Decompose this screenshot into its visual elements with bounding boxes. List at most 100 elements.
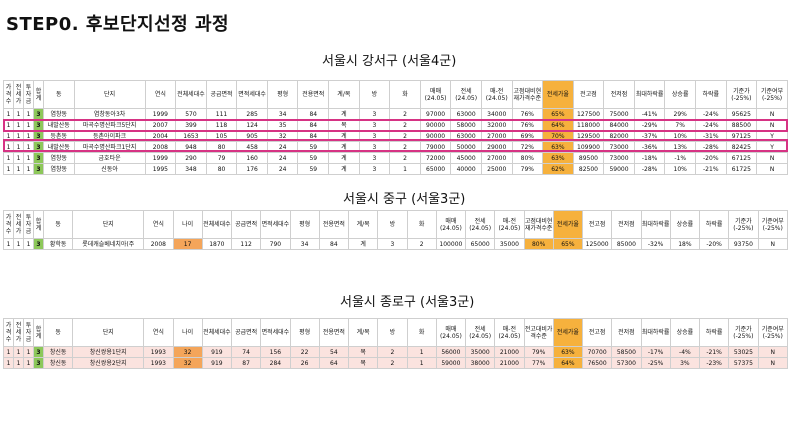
table-cell[interactable]: 285 bbox=[236, 108, 268, 120]
table-cell[interactable]: -28% bbox=[633, 163, 666, 175]
column-header[interactable]: 매-전(24.05) bbox=[494, 210, 525, 239]
column-header[interactable]: 전체세대수 bbox=[201, 318, 233, 347]
table-cell[interactable]: 76% bbox=[511, 108, 544, 120]
column-header[interactable]: 단지 bbox=[72, 318, 145, 347]
table-cell[interactable]: 58500 bbox=[611, 346, 642, 358]
table-cell[interactable]: 13% bbox=[664, 141, 696, 153]
table-cell[interactable]: 21000 bbox=[494, 346, 525, 358]
table-cell[interactable]: 1 bbox=[13, 108, 24, 120]
column-header[interactable]: 공급면적 bbox=[205, 80, 238, 109]
column-header[interactable]: 공급면적 bbox=[230, 318, 262, 347]
table-cell[interactable]: 88500 bbox=[725, 119, 758, 131]
table-cell[interactable]: 10% bbox=[664, 163, 696, 175]
table-cell[interactable]: 76500 bbox=[581, 357, 613, 369]
table-cell[interactable]: 76% bbox=[511, 119, 544, 131]
table-cell[interactable]: 32000 bbox=[480, 119, 513, 131]
table-cell[interactable]: 160 bbox=[236, 152, 268, 164]
table-cell[interactable]: 458 bbox=[236, 141, 268, 153]
table-cell[interactable]: 3 bbox=[33, 346, 44, 358]
table-cell[interactable]: 황학동 bbox=[42, 238, 74, 250]
column-header[interactable]: 하락률 bbox=[698, 318, 730, 347]
table-cell[interactable]: 2008 bbox=[143, 238, 174, 250]
table-cell[interactable]: 3 bbox=[358, 141, 391, 153]
table-cell[interactable]: 1 bbox=[23, 108, 34, 120]
table-cell[interactable]: 75000 bbox=[603, 108, 635, 120]
table-cell[interactable]: 84 bbox=[297, 119, 330, 131]
table-cell[interactable]: 1 bbox=[23, 152, 34, 164]
table-cell[interactable]: 95625 bbox=[725, 108, 758, 120]
table-cell[interactable]: -32% bbox=[640, 238, 671, 250]
table-cell[interactable]: 27000 bbox=[480, 130, 513, 142]
table-cell[interactable]: 69% bbox=[511, 130, 544, 142]
column-header[interactable]: 전세가율 bbox=[552, 318, 584, 347]
table-cell[interactable]: 64% bbox=[552, 357, 584, 369]
table-cell[interactable]: 26 bbox=[289, 357, 320, 369]
table-cell[interactable]: 1999 bbox=[144, 108, 177, 120]
table-cell[interactable]: 84000 bbox=[603, 119, 635, 131]
table-cell[interactable]: 1 bbox=[23, 163, 34, 175]
table-cell[interactable]: 59 bbox=[297, 152, 330, 164]
column-header[interactable]: 단지 bbox=[73, 80, 146, 109]
table-cell[interactable]: 3 bbox=[358, 163, 391, 175]
table-cell[interactable]: 65% bbox=[542, 108, 574, 120]
table-cell[interactable]: 2 bbox=[389, 141, 421, 153]
table-cell[interactable]: 1 bbox=[23, 141, 34, 153]
table-cell[interactable]: 2 bbox=[377, 357, 408, 369]
table-cell[interactable]: 계 bbox=[328, 152, 360, 164]
table-cell[interactable]: 계 bbox=[328, 108, 360, 120]
table-cell[interactable]: 89500 bbox=[572, 152, 605, 164]
table-cell[interactable]: -23% bbox=[698, 357, 730, 369]
table-cell[interactable]: 63% bbox=[542, 152, 574, 164]
table-cell[interactable]: 34000 bbox=[480, 108, 513, 120]
column-header[interactable]: 나이 bbox=[172, 210, 203, 239]
table-cell[interactable]: 85000 bbox=[611, 238, 642, 250]
table-cell[interactable]: 24 bbox=[266, 141, 299, 153]
table-cell[interactable]: -29% bbox=[633, 119, 666, 131]
table-row[interactable]: 1 1 1 3 황학동 롯데캐슬베네치아(주 2008 17 1870 112 790 34 84 계 3 2… bbox=[3, 238, 788, 250]
table-cell[interactable]: 570 bbox=[175, 108, 207, 120]
table-cell[interactable]: -20% bbox=[698, 238, 730, 250]
table-cell[interactable]: 82425 bbox=[725, 141, 758, 153]
table-cell[interactable]: 40000 bbox=[450, 163, 482, 175]
table-cell[interactable]: 90000 bbox=[419, 130, 452, 142]
table-cell[interactable]: -36% bbox=[633, 141, 666, 153]
column-header[interactable]: 전세가 bbox=[13, 318, 24, 347]
column-header[interactable]: 투자금 bbox=[23, 210, 34, 239]
column-header[interactable]: 최대하락률 bbox=[640, 210, 671, 239]
table-cell[interactable]: 87 bbox=[230, 357, 262, 369]
column-header[interactable]: 고점대비현재가격수준 bbox=[523, 210, 554, 239]
table-cell[interactable]: 3% bbox=[669, 357, 701, 369]
column-header[interactable]: 연식 bbox=[143, 210, 174, 239]
table-cell[interactable]: 1999 bbox=[144, 152, 177, 164]
table-cell[interactable]: 24 bbox=[266, 163, 299, 175]
column-header[interactable]: 전세(24.05) bbox=[450, 80, 482, 109]
column-header[interactable]: 면적세대수 bbox=[260, 318, 291, 347]
table-cell[interactable]: 284 bbox=[260, 357, 291, 369]
table-cell[interactable]: 1 bbox=[13, 119, 24, 131]
table-cell[interactable]: 2004 bbox=[144, 130, 177, 142]
table-cell[interactable]: 계 bbox=[328, 130, 360, 142]
table-cell[interactable]: 복 bbox=[347, 346, 379, 358]
table-cell[interactable]: 1 bbox=[13, 130, 24, 142]
table-cell[interactable]: 32 bbox=[266, 130, 299, 142]
table-cell[interactable]: 53025 bbox=[728, 346, 759, 358]
table-cell[interactable]: 59 bbox=[297, 141, 330, 153]
table-row[interactable]: 1 1 1 3 염창동 염창동아3차 1999 570 111 285 34 84 계 3 2 97000 63… bbox=[3, 108, 788, 120]
column-header[interactable]: 매매(24.05) bbox=[419, 80, 452, 109]
table-cell[interactable]: 1993 bbox=[143, 357, 174, 369]
table-cell[interactable]: 59000 bbox=[435, 357, 467, 369]
table-cell[interactable]: 22 bbox=[289, 346, 320, 358]
table-cell[interactable]: 2 bbox=[389, 152, 421, 164]
table-cell[interactable]: -37% bbox=[633, 130, 666, 142]
table-cell[interactable]: 1 bbox=[3, 238, 14, 250]
column-header[interactable]: 동 bbox=[42, 210, 74, 239]
table-cell[interactable]: 35 bbox=[266, 119, 299, 131]
table-cell[interactable]: 61725 bbox=[725, 163, 758, 175]
table-cell[interactable]: 2 bbox=[389, 108, 421, 120]
column-header[interactable]: 전세가 bbox=[13, 210, 24, 239]
table-cell[interactable]: 29000 bbox=[480, 141, 513, 153]
table-cell[interactable]: 80 bbox=[205, 163, 238, 175]
table-cell[interactable]: -31% bbox=[694, 130, 727, 142]
table-cell[interactable]: 79% bbox=[511, 163, 544, 175]
table-cell[interactable]: 79 bbox=[205, 152, 238, 164]
